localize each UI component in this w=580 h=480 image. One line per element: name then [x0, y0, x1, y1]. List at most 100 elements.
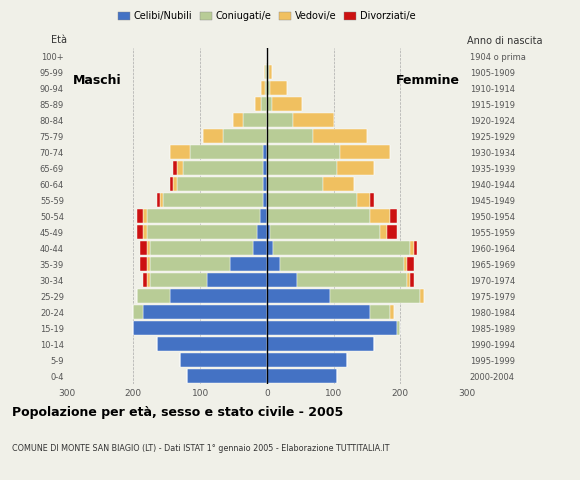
Bar	[173, 178, 177, 191]
Bar	[143, 305, 267, 319]
Bar	[263, 178, 267, 191]
Bar	[407, 274, 410, 287]
Bar	[380, 226, 387, 239]
Bar	[267, 65, 269, 79]
Bar	[267, 226, 270, 239]
Bar	[264, 65, 266, 79]
Bar	[140, 257, 147, 271]
Bar	[270, 226, 380, 239]
Bar	[390, 305, 393, 319]
Bar	[260, 209, 267, 223]
Bar	[143, 226, 147, 239]
Bar	[267, 337, 374, 350]
Bar	[255, 97, 262, 110]
Bar	[244, 113, 267, 127]
Bar	[143, 209, 147, 223]
Bar	[357, 193, 370, 206]
Bar	[267, 193, 357, 206]
Bar	[410, 274, 414, 287]
Bar	[263, 161, 267, 175]
Bar	[324, 178, 353, 191]
Bar	[147, 226, 257, 239]
Bar	[297, 274, 407, 287]
Bar	[147, 209, 260, 223]
Bar	[180, 353, 267, 367]
Bar	[370, 305, 390, 319]
Bar	[140, 241, 147, 254]
Bar	[133, 305, 143, 319]
Bar	[170, 145, 190, 158]
Bar	[280, 257, 404, 271]
Text: COMUNE DI MONTE SAN BIAGIO (LT) - Dati ISTAT 1° gennaio 2005 - Elaborazione TUTT: COMUNE DI MONTE SAN BIAGIO (LT) - Dati I…	[12, 444, 389, 453]
Bar	[267, 82, 270, 95]
Bar	[150, 257, 230, 271]
Bar	[404, 257, 407, 271]
Bar	[267, 305, 370, 319]
Text: Popolazione per età, sesso e stato civile - 2005: Popolazione per età, sesso e stato civil…	[12, 406, 343, 419]
Bar	[272, 97, 302, 110]
Bar	[207, 274, 267, 287]
Bar	[233, 113, 244, 127]
Bar	[267, 209, 370, 223]
Bar	[407, 257, 414, 271]
Bar	[133, 322, 267, 335]
Bar	[265, 82, 267, 95]
Bar	[266, 65, 267, 79]
Bar	[267, 289, 330, 302]
Text: Anno di nascita: Anno di nascita	[467, 36, 542, 47]
Text: Femmine: Femmine	[396, 73, 461, 86]
Bar	[262, 82, 265, 95]
Bar	[170, 289, 267, 302]
Bar	[267, 353, 347, 367]
Bar	[150, 241, 253, 254]
Bar	[414, 241, 417, 254]
Bar	[267, 97, 272, 110]
Bar	[137, 289, 170, 302]
Bar	[397, 322, 400, 335]
Bar	[420, 289, 423, 302]
Bar	[390, 209, 397, 223]
Legend: Celibi/Nubili, Coniugati/e, Vedovi/e, Divorziati/e: Celibi/Nubili, Coniugati/e, Vedovi/e, Di…	[114, 7, 419, 25]
Bar	[147, 274, 150, 287]
Bar	[267, 145, 340, 158]
Bar	[410, 241, 414, 254]
Bar	[262, 97, 267, 110]
Bar	[340, 145, 390, 158]
Bar	[173, 161, 177, 175]
Bar	[177, 178, 263, 191]
Text: Età: Età	[50, 35, 67, 45]
Bar	[177, 161, 183, 175]
Bar	[313, 130, 367, 143]
Bar	[267, 257, 280, 271]
Bar	[157, 193, 160, 206]
Bar	[137, 209, 143, 223]
Bar	[267, 113, 293, 127]
Bar	[267, 322, 397, 335]
Bar	[183, 161, 263, 175]
Bar	[160, 193, 164, 206]
Bar	[330, 289, 420, 302]
Bar	[263, 145, 267, 158]
Bar	[170, 178, 173, 191]
Bar	[223, 130, 267, 143]
Bar	[267, 130, 313, 143]
Bar	[143, 274, 147, 287]
Bar	[150, 274, 207, 287]
Bar	[147, 257, 150, 271]
Bar	[387, 226, 397, 239]
Bar	[137, 226, 143, 239]
Bar	[204, 130, 223, 143]
Bar	[370, 209, 390, 223]
Text: Maschi: Maschi	[73, 73, 122, 86]
Bar	[187, 370, 267, 383]
Bar	[157, 337, 267, 350]
Bar	[293, 113, 334, 127]
Bar	[164, 193, 263, 206]
Bar	[190, 145, 263, 158]
Bar	[267, 178, 324, 191]
Bar	[269, 65, 272, 79]
Bar	[257, 226, 267, 239]
Bar	[337, 161, 374, 175]
Bar	[147, 241, 150, 254]
Bar	[267, 370, 337, 383]
